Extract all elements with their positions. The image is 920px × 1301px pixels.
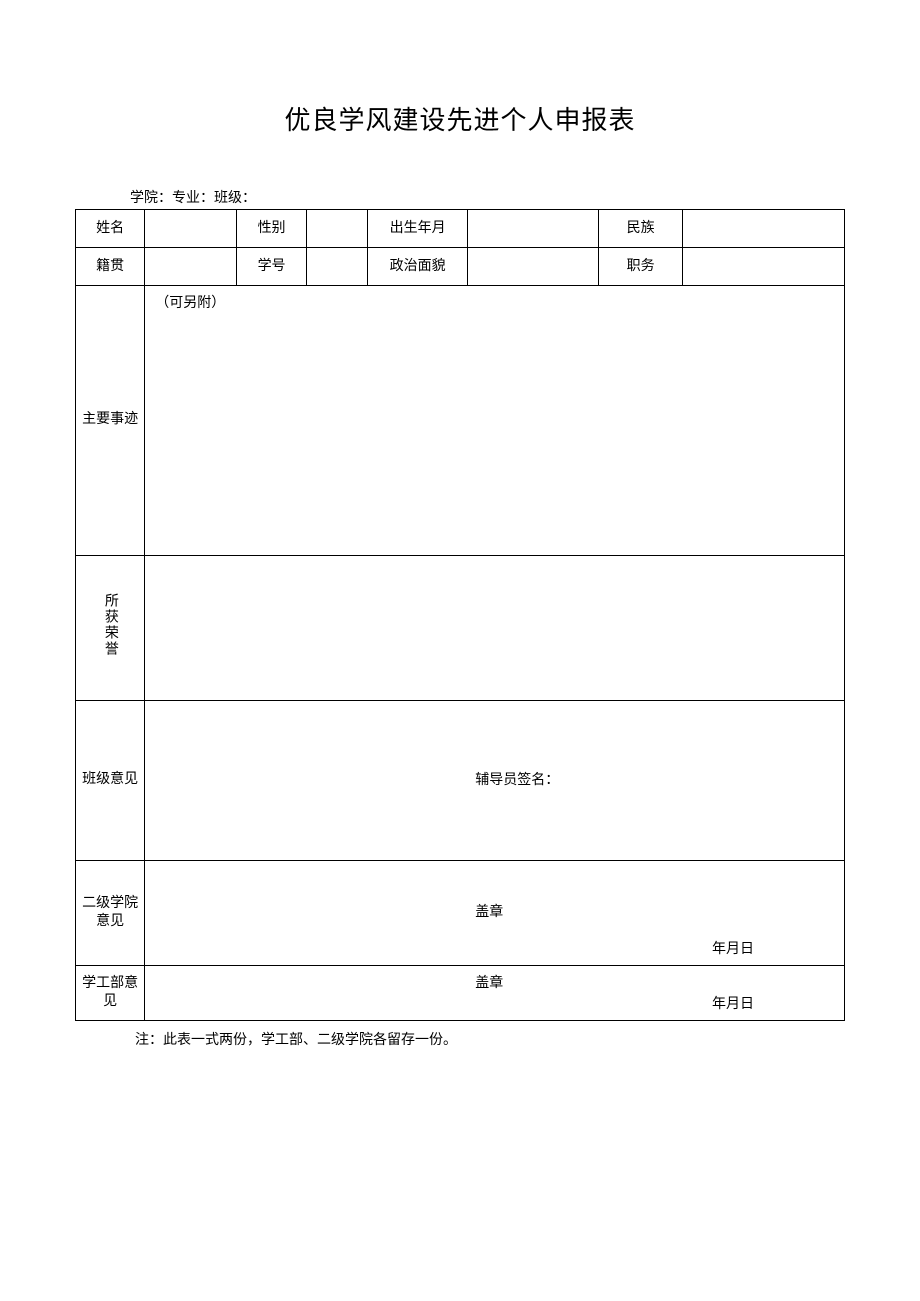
class-opinion-row: 班级意见 辅导员签名：	[76, 701, 845, 861]
class-label: 班级：	[214, 191, 256, 206]
deeds-content[interactable]: （可另附）	[145, 286, 845, 556]
ethnic-label: 民族	[598, 210, 683, 248]
student-affairs-content[interactable]: 盖章 年月日	[145, 966, 845, 1021]
info-row-1: 姓名 性别 出生年月 民族	[76, 210, 845, 248]
college-label: 学院：	[130, 191, 172, 206]
gender-value[interactable]	[306, 210, 368, 248]
second-college-content[interactable]: 盖章 年月日	[145, 861, 845, 966]
class-opinion-content[interactable]: 辅导员签名：	[145, 701, 845, 861]
origin-label: 籍贯	[76, 248, 145, 286]
major-label: 专业：	[172, 191, 214, 206]
honor-content[interactable]	[145, 556, 845, 701]
political-value[interactable]	[468, 248, 599, 286]
date-label: 年月日	[712, 940, 754, 960]
birth-value[interactable]	[468, 210, 599, 248]
second-college-label: 二级学院意见	[76, 861, 145, 966]
form-title: 优良学风建设先进个人申报表	[75, 100, 845, 137]
counselor-signature-label: 辅导员签名：	[475, 773, 559, 788]
stamp-label: 盖章	[475, 903, 503, 923]
second-college-row: 二级学院意见 盖章 年月日	[76, 861, 845, 966]
info-row-2: 籍贯 学号 政治面貌 职务	[76, 248, 845, 286]
honor-label: 所获荣誉	[76, 556, 145, 701]
origin-value[interactable]	[145, 248, 237, 286]
position-value[interactable]	[683, 248, 845, 286]
application-form-table: 姓名 性别 出生年月 民族 籍贯 学号 政治面貌 职务 主要事迹 （可另附） 所…	[75, 209, 845, 1021]
studentno-value[interactable]	[306, 248, 368, 286]
birth-label: 出生年月	[368, 210, 468, 248]
header-line: 学院：专业：班级：	[130, 187, 845, 207]
footnote: 注：此表一式两份，学工部、二级学院各留存一份。	[135, 1029, 845, 1049]
class-opinion-label: 班级意见	[76, 701, 145, 861]
name-value[interactable]	[145, 210, 237, 248]
stamp-label-2: 盖章	[475, 974, 503, 994]
name-label: 姓名	[76, 210, 145, 248]
date-label-2: 年月日	[712, 995, 754, 1015]
deeds-label: 主要事迹	[76, 286, 145, 556]
studentno-label: 学号	[237, 248, 306, 286]
student-affairs-label: 学工部意见	[76, 966, 145, 1021]
student-affairs-row: 学工部意见 盖章 年月日	[76, 966, 845, 1021]
deeds-row: 主要事迹 （可另附）	[76, 286, 845, 556]
gender-label: 性别	[237, 210, 306, 248]
position-label: 职务	[598, 248, 683, 286]
honor-row: 所获荣誉	[76, 556, 845, 701]
political-label: 政治面貌	[368, 248, 468, 286]
ethnic-value[interactable]	[683, 210, 845, 248]
deeds-note: （可另附）	[155, 296, 225, 311]
